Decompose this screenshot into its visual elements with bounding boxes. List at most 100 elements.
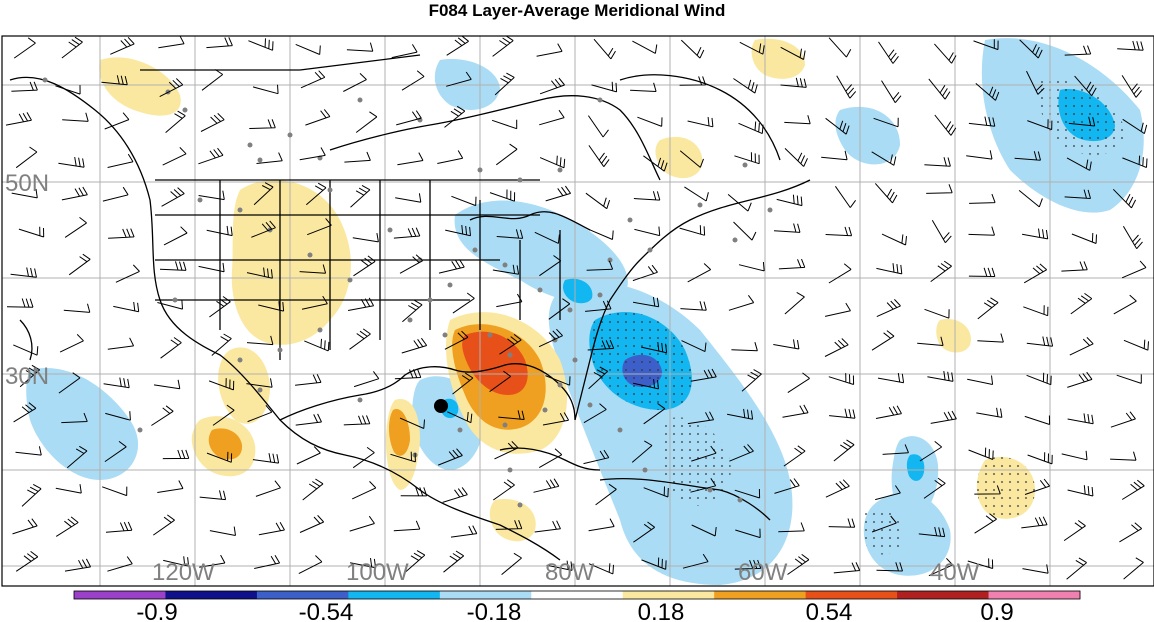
wind-barb — [733, 221, 757, 241]
wind-barb — [927, 371, 954, 382]
wind-barb — [200, 113, 225, 132]
wind-barbs — [5, 36, 1149, 580]
wind-barb — [104, 112, 130, 130]
wind-barb — [1026, 70, 1045, 95]
wind-barb — [1110, 411, 1136, 428]
wind-barb — [496, 143, 518, 166]
wind-barb — [828, 373, 855, 385]
wind-barb — [61, 186, 88, 201]
wind-barb — [393, 520, 421, 532]
wind-barb — [828, 37, 852, 58]
wind-barb — [253, 182, 274, 206]
wind-barb — [583, 403, 607, 424]
wind-barb — [928, 78, 951, 100]
wind-barb — [251, 220, 276, 238]
wind-barb — [968, 447, 994, 460]
wind-barb — [1112, 188, 1137, 209]
moderate-positive-mexico — [388, 409, 410, 456]
wind-barb — [246, 267, 273, 279]
wind-barb — [159, 78, 184, 98]
wind-barb — [586, 260, 614, 271]
wind-barb — [534, 520, 561, 533]
wind-barb — [776, 194, 803, 207]
wind-barb — [873, 117, 899, 128]
wind-barb — [681, 340, 707, 353]
wind-barb — [1121, 260, 1147, 279]
chart-title: F084 Layer-Average Meridional Wind — [428, 1, 726, 20]
wind-barb — [254, 555, 281, 569]
wind-barb — [882, 444, 909, 455]
wind-barb — [930, 260, 952, 283]
colorbar-label-1: -0.9 — [136, 599, 177, 622]
wind-barb — [355, 111, 378, 133]
wind-barb — [727, 194, 752, 212]
wind-barb — [256, 152, 283, 164]
wind-barb — [198, 262, 225, 273]
wind-barb — [546, 560, 573, 571]
wind-barb — [973, 39, 999, 51]
wind-barb — [1061, 450, 1088, 461]
positive-region-north-atlantic — [751, 38, 805, 79]
wind-barb — [15, 146, 38, 169]
wind-barb — [691, 524, 717, 537]
wind-barb — [248, 38, 274, 51]
wind-barb — [875, 485, 901, 501]
wind-barb — [641, 557, 667, 570]
wind-barb — [68, 253, 91, 276]
wind-barb — [105, 521, 133, 533]
wind-barb — [585, 192, 611, 210]
wind-barb — [489, 370, 511, 393]
wind-barb — [877, 373, 905, 384]
wind-barb — [115, 264, 140, 283]
wind-barb — [934, 43, 957, 64]
wind-barb — [404, 550, 426, 573]
wind-barb — [11, 188, 38, 199]
wind-barb — [103, 377, 130, 389]
wind-barb — [301, 295, 328, 310]
wind-barb — [588, 563, 614, 575]
wind-barb — [352, 233, 379, 243]
wind-barb — [975, 83, 1000, 101]
wind-barb — [738, 261, 765, 272]
wind-barb — [536, 43, 563, 57]
wind-barb — [934, 114, 957, 136]
wind-barb — [299, 264, 327, 274]
wind-barb — [735, 528, 761, 539]
wind-barb — [534, 231, 560, 244]
wind-barb — [969, 193, 996, 204]
wind-barb — [1061, 261, 1088, 272]
wind-barb — [55, 85, 81, 95]
wind-barb — [1026, 372, 1052, 386]
wind-barb — [295, 413, 322, 426]
wind-barb — [684, 186, 709, 202]
wind-barb — [6, 298, 34, 308]
positive-region-pacificnw — [99, 57, 181, 116]
wind-barb — [871, 515, 897, 533]
colorbar-bin — [531, 591, 624, 599]
wind-barb — [878, 41, 899, 64]
wind-barb — [12, 518, 38, 535]
strong-positive-gulf — [462, 331, 528, 395]
colorbar-label-3: -0.18 — [467, 599, 522, 622]
wind-barb — [679, 150, 704, 168]
wind-barb — [201, 69, 224, 91]
wind-barb — [13, 37, 36, 59]
wind-barb — [643, 486, 669, 498]
wind-barb — [679, 76, 707, 86]
wind-barb — [445, 225, 471, 237]
wind-barb — [212, 404, 235, 426]
wind-barb — [1063, 520, 1086, 542]
wind-barb — [1018, 190, 1043, 208]
wind-barb — [492, 36, 514, 57]
wind-barb — [1123, 339, 1149, 351]
wind-barb — [630, 82, 657, 92]
wind-barb — [438, 448, 463, 466]
colorbar-bin — [897, 591, 990, 599]
wind-barb — [881, 233, 907, 246]
wind-barb — [687, 263, 712, 283]
wind-barb — [1026, 336, 1054, 347]
wind-barb — [394, 368, 422, 380]
wind-barb — [533, 478, 560, 493]
wind-barb — [733, 78, 758, 94]
wind-barb — [585, 300, 612, 312]
